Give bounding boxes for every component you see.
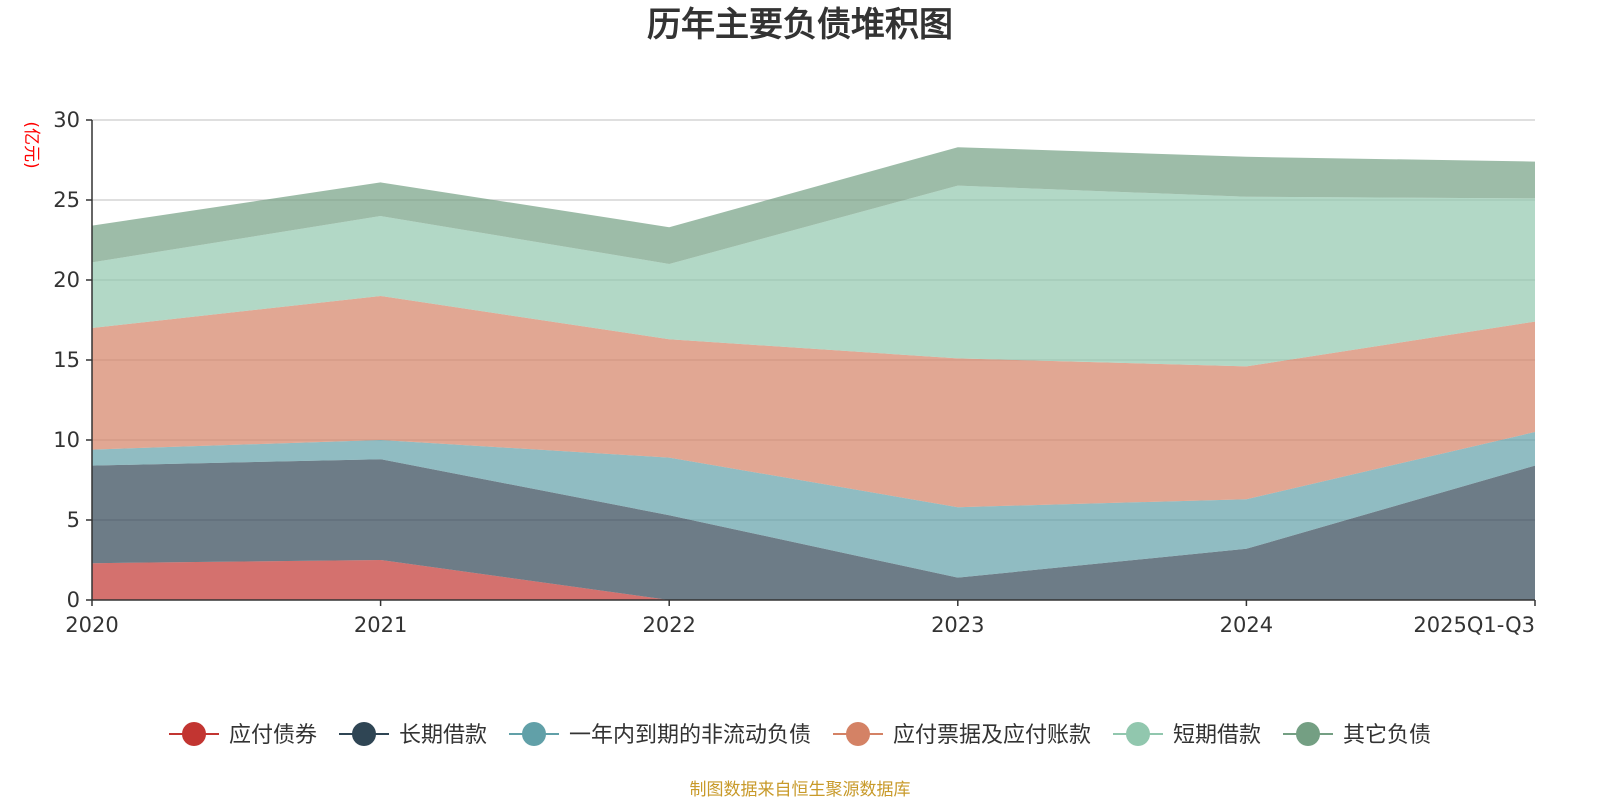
x-tick-label: 2020 bbox=[65, 613, 118, 637]
y-tick-label: 10 bbox=[53, 428, 80, 452]
x-tick-label: 2022 bbox=[642, 613, 695, 637]
x-tick-label: 2021 bbox=[354, 613, 407, 637]
legend-label: 其它负债 bbox=[1343, 723, 1431, 748]
y-tick-label: 25 bbox=[53, 188, 80, 212]
legend-label: 短期借款 bbox=[1173, 723, 1261, 748]
axes: 0 5 10 15 20 25 30 2020 2021 2022 2023 2024 2025Q1-Q… bbox=[53, 108, 1536, 637]
legend-item[interactable]: 一年内到期的非流动负债 bbox=[509, 722, 811, 748]
y-tick-label: 0 bbox=[67, 588, 80, 612]
legend-swatch-marker bbox=[522, 722, 546, 746]
legend-label: 一年内到期的非流动负债 bbox=[569, 723, 811, 748]
legend-item[interactable]: 应付票据及应付账款 bbox=[833, 722, 1091, 748]
y-axis-unit-label: (亿元) bbox=[21, 121, 41, 168]
legend-label: 应付票据及应付账款 bbox=[893, 723, 1091, 748]
legend-item[interactable]: 其它负债 bbox=[1283, 722, 1431, 748]
y-tick-label: 15 bbox=[53, 348, 80, 372]
legend-swatch-marker bbox=[1296, 722, 1320, 746]
legend-swatch-marker bbox=[352, 722, 376, 746]
legend-item[interactable]: 应付债券 bbox=[169, 722, 317, 748]
y-tick-label: 5 bbox=[67, 508, 80, 532]
area-series-group bbox=[92, 147, 1535, 600]
x-tick-label: 2025Q1-Q3 bbox=[1413, 613, 1535, 637]
x-tick-label: 2023 bbox=[931, 613, 984, 637]
y-tick-label: 20 bbox=[53, 268, 80, 292]
area-series-6 bbox=[92, 147, 1535, 264]
legend-swatch-marker bbox=[182, 722, 206, 746]
legend-label: 长期借款 bbox=[399, 723, 487, 748]
legend-swatch-marker bbox=[846, 722, 870, 746]
y-tick-label: 30 bbox=[53, 108, 80, 132]
legend-item[interactable]: 短期借款 bbox=[1113, 722, 1261, 748]
legend: 应付债券 长期借款 一年内到期的非流动负债 应付票据及应付账款 短期借款 其它负债 bbox=[169, 722, 1431, 748]
area-series-4 bbox=[92, 296, 1535, 508]
legend-item[interactable]: 长期借款 bbox=[339, 722, 487, 748]
x-tick-label: 2024 bbox=[1220, 613, 1273, 637]
legend-label: 应付债券 bbox=[229, 723, 317, 748]
area-series-3 bbox=[92, 432, 1535, 578]
area-series-2 bbox=[92, 459, 1535, 600]
legend-swatch-marker bbox=[1126, 722, 1150, 746]
area-series-5 bbox=[92, 185, 1535, 367]
chart-title: 历年主要负债堆积图 bbox=[647, 5, 953, 45]
source-note: 制图数据来自恒生聚源数据库 bbox=[690, 780, 911, 800]
